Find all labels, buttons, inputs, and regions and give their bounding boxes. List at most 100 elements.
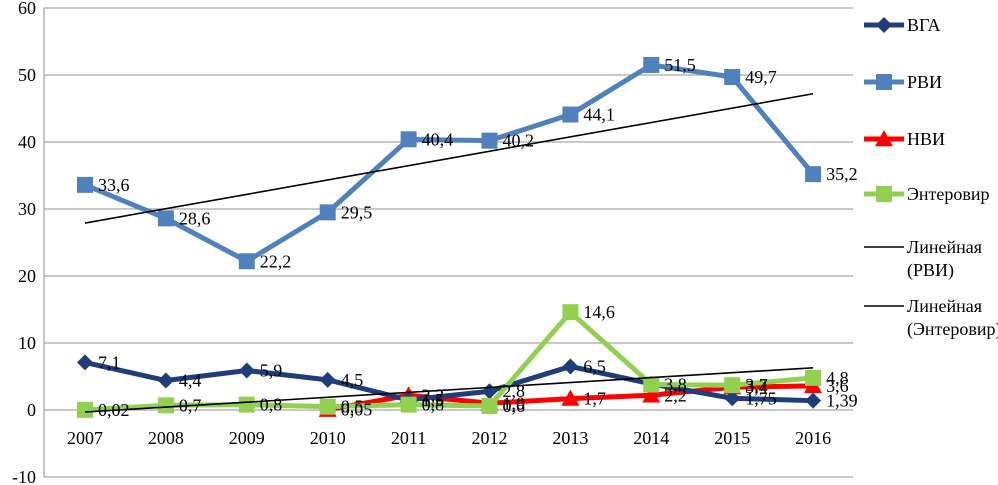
legend-key-icon (864, 246, 904, 248)
square-marker (876, 74, 892, 90)
data-label: 28,6 (179, 208, 211, 228)
y-tick-label: -10 (12, 467, 36, 485)
data-label: 1,75 (745, 388, 777, 408)
legend-item: Энтеровир (861, 183, 990, 206)
legend-key-icon (864, 74, 904, 90)
series-layer (77, 56, 823, 418)
square-marker (238, 253, 255, 270)
legend-label: ВГА (907, 15, 941, 35)
y-tick-label: 40 (18, 132, 36, 152)
x-tick-label: 2007 (67, 428, 103, 448)
x-tick-label: 2012 (472, 428, 508, 448)
data-label: 35,2 (826, 164, 858, 184)
triangle-marker (561, 389, 580, 406)
square-marker (77, 401, 93, 418)
diamond-marker (319, 371, 336, 388)
data-label: 49,7 (745, 67, 777, 87)
data-label: 2,2 (664, 385, 687, 405)
square-marker (724, 69, 741, 86)
data-label: 33,6 (98, 175, 130, 195)
series-line (84, 62, 816, 264)
y-axis-ticks: 60 50 40 30 20 10 0 -10 (12, 0, 36, 485)
x-tick-label: 2009 (229, 428, 265, 448)
x-axis-ticks: 2007 2008 2009 2010 2011 2012 2013 2014 2015 2016 (67, 428, 831, 448)
square-marker (876, 186, 892, 202)
data-label: 0,05 (341, 400, 373, 420)
data-label: 4,8 (826, 368, 849, 388)
y-tick-label: 30 (18, 199, 36, 219)
square-marker (481, 132, 498, 149)
data-label: 22,2 (260, 251, 292, 271)
data-label: 1,39 (826, 391, 858, 411)
square-marker (400, 131, 417, 148)
data-label: 14,6 (583, 302, 615, 322)
series-2 (77, 56, 822, 270)
square-marker (724, 377, 741, 394)
data-label: 4,5 (341, 370, 364, 390)
square-marker (562, 304, 579, 321)
legend-key-icon (864, 305, 904, 307)
data-label: 0,8 (260, 395, 283, 415)
y-tick-label: 10 (18, 333, 36, 353)
square-marker (481, 397, 498, 414)
data-label: 3,7 (745, 375, 768, 395)
data-label: 0,8 (422, 395, 445, 415)
diamond-marker (805, 392, 822, 409)
square-marker (77, 176, 93, 193)
diamond-marker (876, 17, 892, 33)
x-tick-label: 2008 (148, 428, 184, 448)
square-marker (238, 396, 255, 413)
trendline (84, 92, 814, 224)
y-tick-label: 60 (18, 0, 36, 18)
square-marker (562, 106, 579, 123)
data-label: 0,02 (98, 400, 130, 420)
legend-item: НВИ (861, 128, 945, 151)
y-tick-label: 50 (18, 65, 36, 85)
square-marker (805, 369, 822, 386)
x-tick-label: 2010 (310, 428, 346, 448)
legend-item: РВИ (861, 71, 942, 94)
data-label: 3,6 (826, 376, 849, 396)
square-marker (157, 210, 174, 227)
data-label: 2,2 (422, 385, 445, 405)
data-label: 51,5 (664, 55, 696, 75)
data-label: 0,7 (179, 395, 202, 415)
trendlines (84, 92, 814, 413)
data-label: 5,9 (260, 360, 283, 380)
data-label: 3,4 (745, 377, 768, 397)
legend-label: НВИ (907, 129, 946, 149)
legend-label: Энтеровир (907, 184, 990, 204)
triangle-marker (642, 386, 661, 403)
data-label: 4,4 (179, 371, 202, 391)
diamond-marker (238, 362, 255, 379)
legend-label: РВИ (907, 72, 943, 92)
data-label: 2,8 (503, 381, 526, 401)
data-label: 29,5 (341, 202, 373, 222)
legend-item: Линейная (Энтеровир) (861, 295, 998, 341)
data-labels: 7,1 4,4 5,9 4,5 1,5 2,8 6,5 1,75 1,39 33,6 28,6 22,… (98, 55, 858, 420)
legend-key-icon (864, 186, 904, 202)
data-label: 1,0 (503, 393, 526, 413)
data-label: 40,4 (422, 129, 454, 149)
data-label: 3,8 (664, 375, 687, 395)
diamond-marker (77, 354, 93, 371)
triangle-marker (875, 130, 893, 147)
legend-key-icon (864, 130, 904, 147)
square-marker (319, 398, 336, 415)
legend-label: Линейная (РВИ) (907, 237, 982, 280)
data-label: 0,5 (341, 397, 364, 417)
diamond-marker (157, 372, 174, 389)
legend-item: ВГА (861, 14, 940, 37)
legend-key-icon (864, 17, 904, 33)
x-tick-label: 2016 (795, 428, 831, 448)
data-label: 40,2 (503, 131, 535, 151)
legend: ВГА РВИ НВИ Энтеровир Линейная (РВИ) Линейная… (855, 0, 998, 485)
square-marker (643, 56, 660, 73)
square-marker (643, 376, 660, 393)
square-marker (157, 397, 174, 414)
data-label: 1,5 (422, 390, 445, 410)
legend-item: Линейная (РВИ) (861, 236, 982, 282)
x-tick-label: 2014 (633, 428, 669, 448)
data-label: 0,6 (503, 396, 526, 416)
